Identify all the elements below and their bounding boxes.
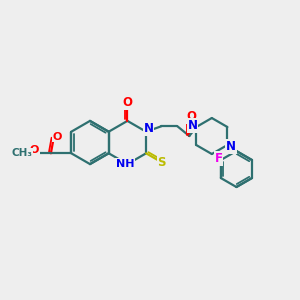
Text: F: F <box>214 152 222 165</box>
Text: O: O <box>52 132 62 142</box>
Text: O: O <box>122 96 132 110</box>
Text: NH: NH <box>116 159 134 169</box>
Text: N: N <box>188 119 198 132</box>
Text: S: S <box>158 156 166 169</box>
Text: N: N <box>143 122 154 135</box>
Text: O: O <box>187 110 197 123</box>
Text: CH₃: CH₃ <box>11 148 32 158</box>
Text: O: O <box>30 145 39 155</box>
Text: N: N <box>226 140 236 153</box>
